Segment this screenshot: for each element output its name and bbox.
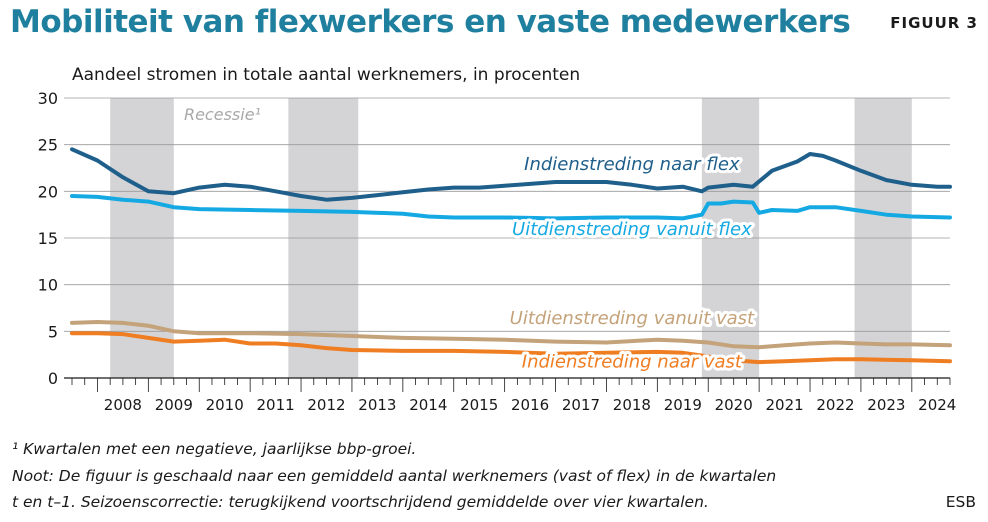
x-tick-label: 2012	[307, 396, 345, 414]
x-tick-label: 2024	[918, 396, 956, 414]
x-tick-label: 2023	[867, 396, 905, 414]
x-tick-label: 2010	[206, 396, 244, 414]
note-line-1: Noot: De figuur is geschaald naar een ge…	[12, 467, 777, 485]
y-tick-label: 20	[38, 182, 58, 201]
y-axis-title: Aandeel stromen in totale aantal werknem…	[72, 65, 581, 85]
page-title: Mobiliteit van flexwerkers en vaste mede…	[10, 4, 851, 40]
y-tick-label: 0	[48, 369, 58, 388]
series-line-2	[70, 194, 952, 221]
y-tick-label: 30	[38, 89, 58, 108]
series-label-4: Indienstreding naar vast	[522, 352, 743, 373]
x-tick-label: 2021	[765, 396, 803, 414]
gridlines	[64, 97, 950, 379]
x-tick-label: 2022	[816, 396, 854, 414]
figure-label: FIGUUR 3	[890, 14, 978, 32]
y-tick-label: 5	[48, 322, 58, 341]
x-tick-label: 2013	[358, 396, 396, 414]
series-label-1: Indienstreding naar flex	[524, 154, 740, 175]
x-tick-label: 2019	[664, 396, 702, 414]
axes: 0 5 10 15 20 25 30 2008 2009 2010 2011 2012 2013 2014…	[38, 89, 957, 414]
recession-label: Recessie¹	[184, 105, 261, 124]
x-tick-label: 2011	[257, 396, 295, 414]
source-label: ESB	[945, 493, 976, 511]
x-tick-label: 2018	[613, 396, 651, 414]
x-tick-label: 2016	[511, 396, 549, 414]
x-tick-label: 2020	[715, 396, 753, 414]
y-tick-label: 10	[38, 276, 58, 295]
x-tick-label: 2009	[155, 396, 193, 414]
footnote: ¹ Kwartalen met een negatieve, jaarlijks…	[12, 440, 417, 458]
x-tick-label: 2014	[409, 396, 447, 414]
y-tick-label: 25	[38, 136, 58, 155]
series-label-2: Uitdienstreding vanuit flex	[512, 219, 752, 240]
series-line-3	[70, 320, 952, 350]
series-line-1	[70, 147, 952, 202]
series-lines	[70, 147, 952, 365]
series-labels: Recessie¹ Indienstreding naar flex Uitdien…	[184, 105, 758, 376]
series-line-4	[70, 331, 952, 365]
line-chart: 0 5 10 15 20 25 30 2008 2009 2010 2011 2012 2013 2014…	[38, 89, 957, 414]
x-tick-label: 2015	[460, 396, 498, 414]
y-tick-label: 15	[38, 229, 58, 248]
note-line-2: t en t–1. Seizoenscorrectie: terugkijken…	[12, 493, 709, 511]
x-tick-label: 2008	[104, 396, 142, 414]
x-tick-label: 2017	[562, 396, 600, 414]
series-label-3: Uitdienstreding vanuit vast	[510, 308, 755, 329]
